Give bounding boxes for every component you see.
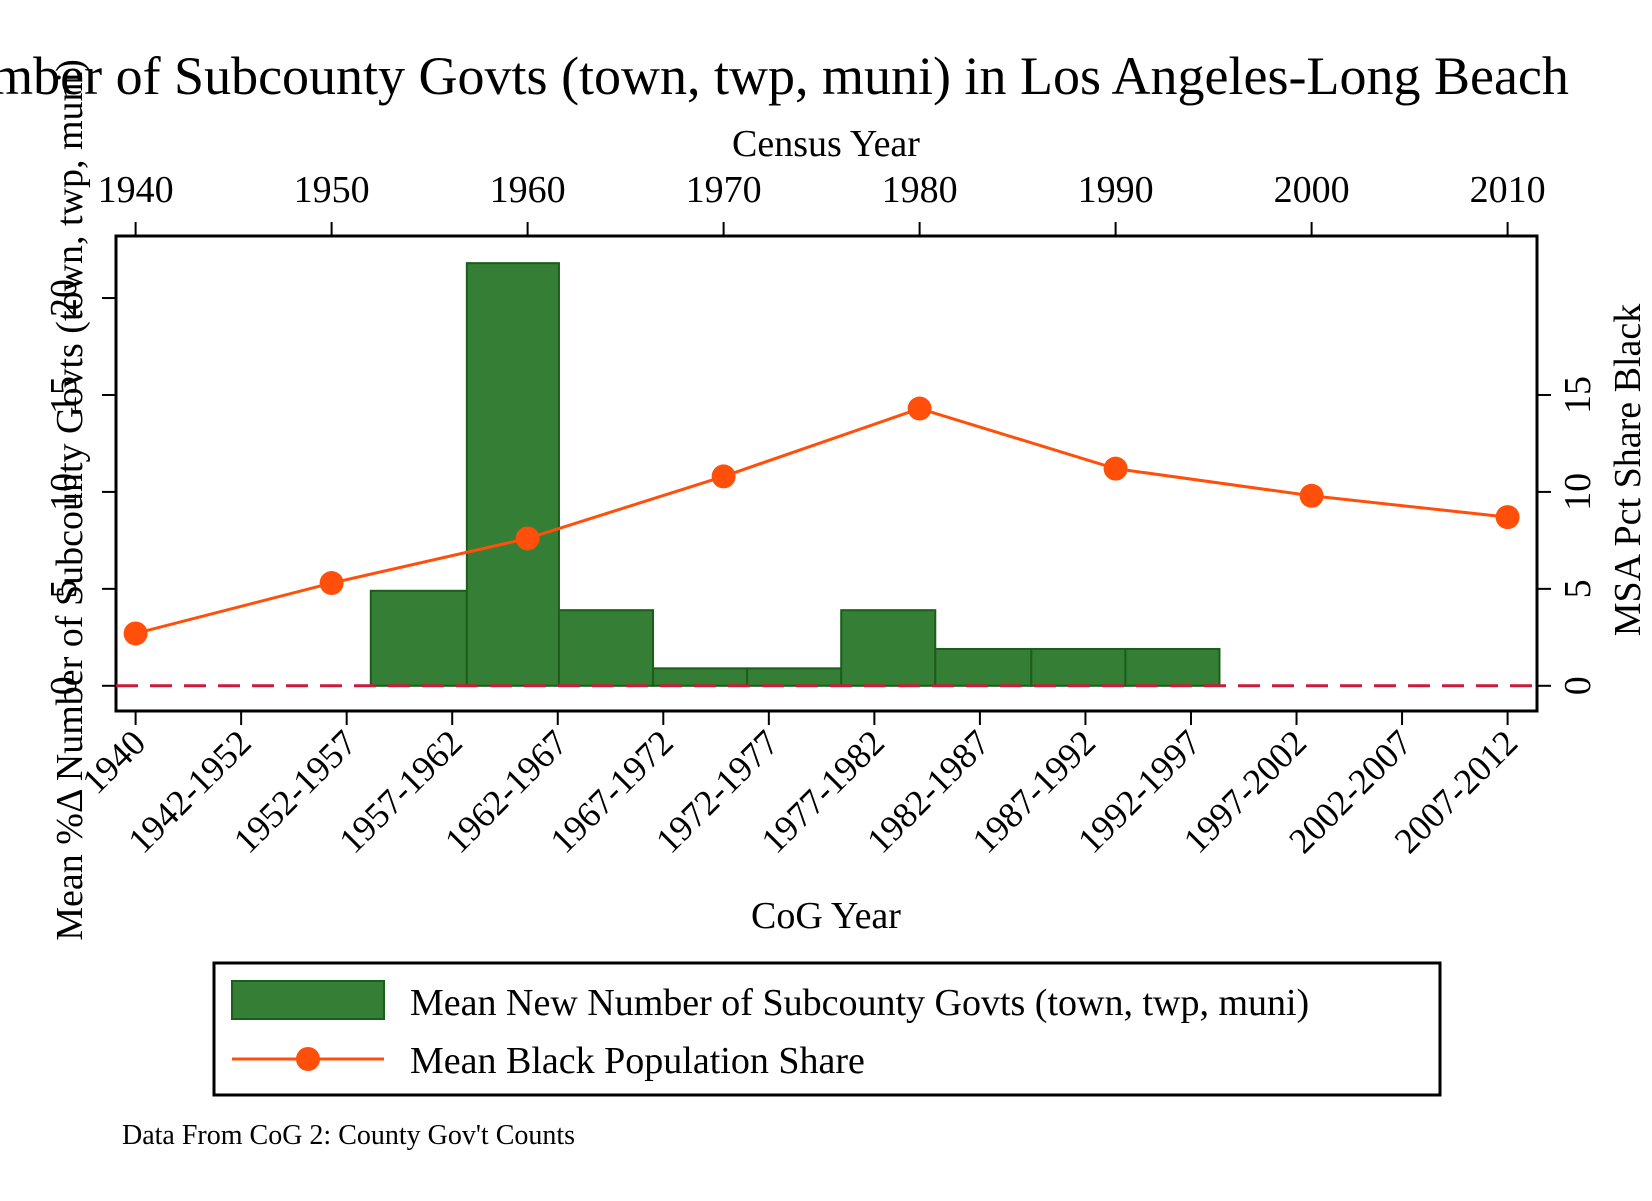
legend-bar-label: Mean New Number of Subcounty Govts (town…: [410, 982, 1309, 1024]
top-axis-ticks: 1940 1950 1960 1970 1980 1990 2000 2010: [98, 169, 1546, 236]
top-axis-label: Census Year: [732, 123, 920, 165]
bar-4: [746, 667, 843, 687]
chart-title: mber of Subcounty Govts (town, twp, muni…: [0, 46, 1569, 106]
plot-area: [114, 234, 1539, 713]
left-tick-label-10: 10: [43, 473, 85, 511]
right-tick-label-0: 0: [1557, 676, 1599, 695]
bottom-axis-label: CoG Year: [751, 895, 901, 937]
left-axis-ticks: 0 5 10 15 20: [43, 279, 116, 695]
left-tick-label-5: 5: [43, 579, 85, 598]
line-point-1950: [319, 571, 344, 596]
top-tick-label-1940: 1940: [98, 169, 174, 211]
bar-0: [369, 589, 468, 687]
bottom-axis-ticks: 19401942-19521952-19571957-19621962-1967…: [74, 711, 1525, 861]
series-line: [135, 406, 1508, 635]
bar-7: [1030, 647, 1127, 687]
legend-line-label: Mean Black Population Share: [410, 1040, 865, 1082]
top-tick-label-1950: 1950: [294, 169, 370, 211]
line-point-1980: [907, 396, 932, 421]
bar-series: [369, 262, 1221, 687]
top-tick-label-2010: 2010: [1470, 169, 1546, 211]
bar-3: [652, 667, 749, 687]
bar-1: [465, 262, 560, 687]
bar-5: [840, 609, 937, 687]
line-point-2000: [1299, 483, 1324, 508]
plot-frame: [114, 234, 1539, 713]
right-axis-label: MSA Pct Share Black: [1607, 304, 1649, 636]
left-tick-label-0: 0: [43, 676, 85, 695]
left-tick-label-15: 15: [43, 376, 85, 414]
line-point-1990: [1103, 456, 1128, 481]
legend-bar-swatch: [231, 980, 385, 1020]
top-tick-label-1970: 1970: [686, 169, 762, 211]
legend-line-marker: [296, 1047, 320, 1071]
bar-2: [557, 609, 655, 687]
bar-8: [1124, 647, 1221, 687]
line-series: [123, 396, 1520, 646]
right-tick-label-10: 10: [1557, 473, 1599, 511]
top-tick-label-1960: 1960: [490, 169, 566, 211]
legend-box: [212, 961, 1442, 1097]
top-tick-label-2000: 2000: [1274, 169, 1350, 211]
legend: Mean New Number of Subcounty Govts (town…: [212, 961, 1442, 1097]
line-point-1940: [123, 621, 148, 646]
top-tick-label-1990: 1990: [1078, 169, 1154, 211]
left-axis-label: Mean %Δ Number of Subcounty Govts (town,…: [49, 59, 91, 940]
right-axis-ticks: 0 5 10 15: [1537, 376, 1599, 695]
line-point-2010: [1495, 505, 1520, 530]
line-point-1960: [515, 526, 540, 551]
right-tick-label-5: 5: [1557, 579, 1599, 598]
source-note: Data From CoG 2: County Gov't Counts: [122, 1120, 575, 1151]
bar-6: [934, 647, 1033, 687]
line-point-1970: [711, 464, 736, 489]
left-tick-label-20: 20: [43, 279, 85, 317]
right-tick-label-15: 15: [1557, 376, 1599, 414]
top-tick-label-1980: 1980: [882, 169, 958, 211]
